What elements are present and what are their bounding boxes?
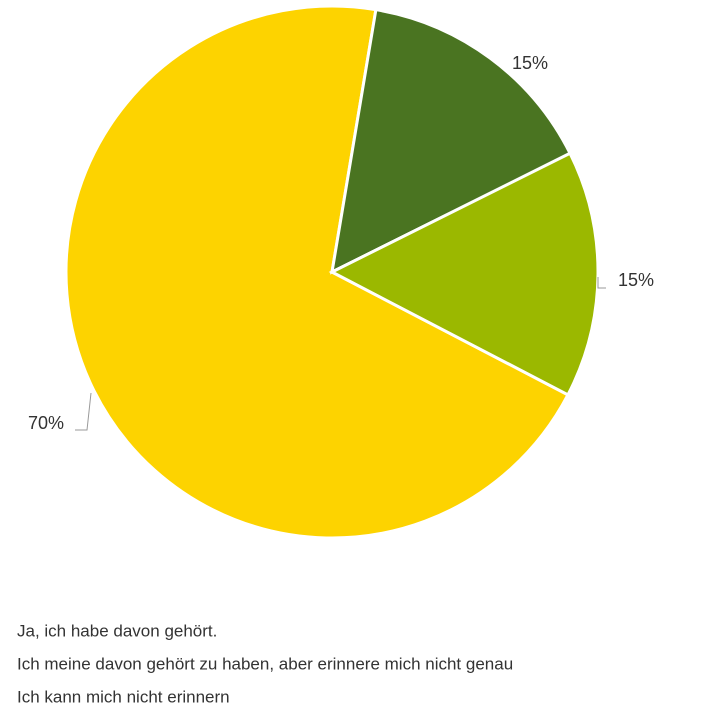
data-label: 15% [512, 53, 548, 73]
pie-slice [328, 151, 600, 397]
legend-label: Ich meine davon gehört zu haben, aber er… [17, 654, 513, 673]
legend-label: Ja, ich habe davon gehört. [17, 621, 217, 640]
leader-line [597, 277, 606, 289]
data-label: 70% [28, 413, 64, 433]
pie-slice [330, 7, 573, 275]
legend-label: Ich kann mich nicht erinnern [17, 687, 230, 706]
data-label: 15% [618, 270, 654, 290]
pie-slice [64, 4, 570, 540]
leader-line [75, 392, 92, 431]
